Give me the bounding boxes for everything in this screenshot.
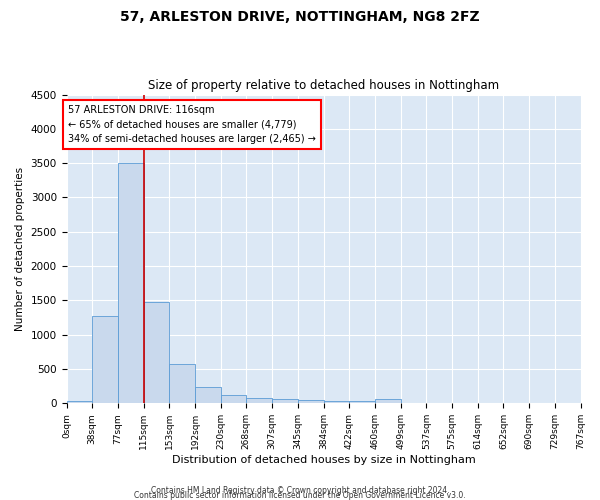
Bar <box>221 396 246 404</box>
Bar <box>92 316 118 404</box>
Bar <box>67 402 92 404</box>
Title: Size of property relative to detached houses in Nottingham: Size of property relative to detached ho… <box>148 79 499 92</box>
Bar <box>118 163 143 404</box>
Text: 57, ARLESTON DRIVE, NOTTINGHAM, NG8 2FZ: 57, ARLESTON DRIVE, NOTTINGHAM, NG8 2FZ <box>120 10 480 24</box>
Text: Contains public sector information licensed under the Open Government Licence v3: Contains public sector information licen… <box>134 491 466 500</box>
X-axis label: Distribution of detached houses by size in Nottingham: Distribution of detached houses by size … <box>172 455 475 465</box>
Bar <box>195 387 221 404</box>
Bar <box>375 399 401 404</box>
Y-axis label: Number of detached properties: Number of detached properties <box>15 167 25 331</box>
Bar <box>349 402 375 404</box>
Bar <box>324 402 349 404</box>
Bar <box>169 364 195 404</box>
Bar <box>272 399 298 404</box>
Bar <box>246 398 272 404</box>
Bar <box>143 302 169 404</box>
Text: 57 ARLESTON DRIVE: 116sqm
← 65% of detached houses are smaller (4,779)
34% of se: 57 ARLESTON DRIVE: 116sqm ← 65% of detac… <box>68 105 316 144</box>
Text: Contains HM Land Registry data © Crown copyright and database right 2024.: Contains HM Land Registry data © Crown c… <box>151 486 449 495</box>
Bar <box>298 400 324 404</box>
